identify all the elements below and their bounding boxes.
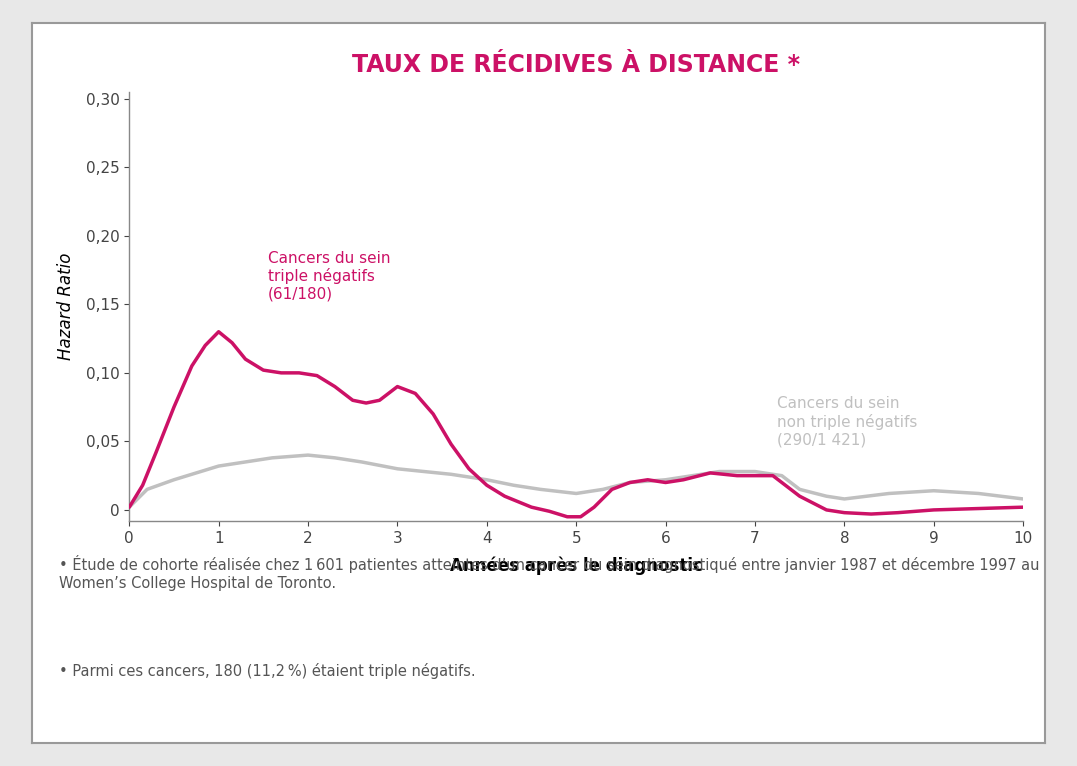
Text: • Parmi ces cancers, 180 (11,2 %) étaient triple négatifs.: • Parmi ces cancers, 180 (11,2 %) étaien…	[59, 663, 476, 679]
Title: TAUX DE RÉCIDIVES À DISTANCE *: TAUX DE RÉCIDIVES À DISTANCE *	[352, 54, 800, 77]
Text: • Étude de cohorte réalisée chez 1 601 patientes atteintes d’un cancer du sein d: • Étude de cohorte réalisée chez 1 601 p…	[59, 555, 1039, 591]
Y-axis label: Hazard Ratio: Hazard Ratio	[56, 253, 74, 360]
X-axis label: Années après le diagnostic: Années après le diagnostic	[450, 557, 702, 575]
Text: Cancers du sein
triple négatifs
(61/180): Cancers du sein triple négatifs (61/180)	[268, 250, 390, 302]
Text: Cancers du sein
non triple négatifs
(290/1 421): Cancers du sein non triple négatifs (290…	[778, 396, 918, 447]
